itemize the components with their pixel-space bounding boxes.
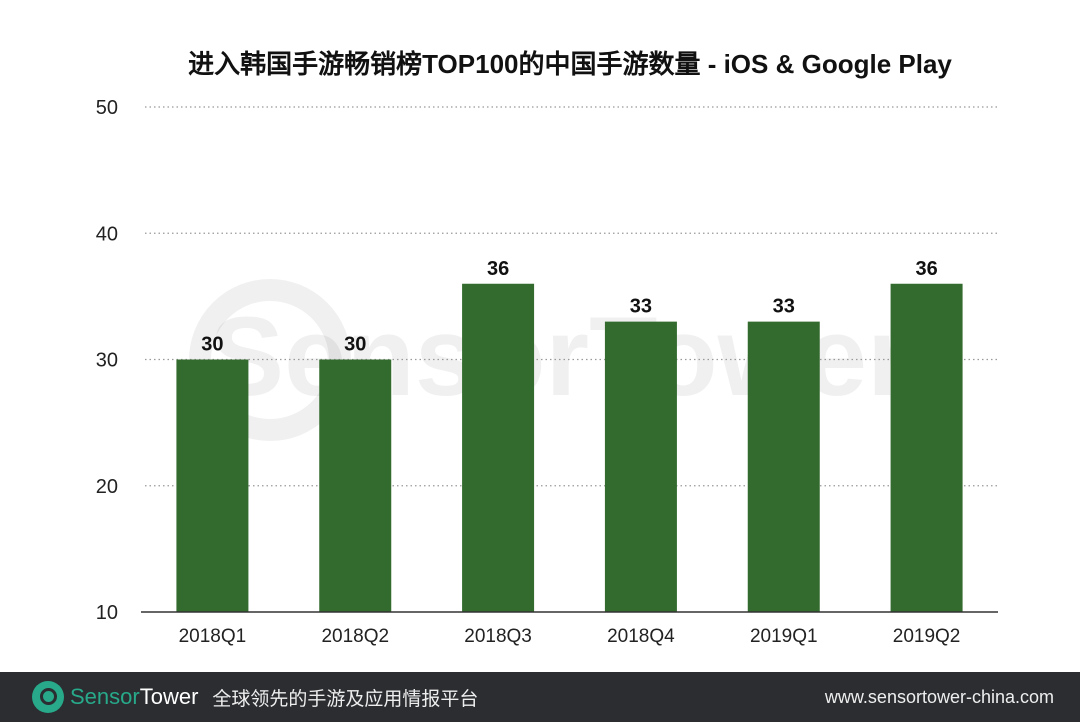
brand-name: SensorTower bbox=[70, 684, 198, 710]
x-tick-label: 2018Q4 bbox=[607, 626, 675, 647]
tagline: 全球领先的手游及应用情报平台 bbox=[212, 688, 479, 710]
x-tick-label: 2018Q2 bbox=[321, 626, 389, 647]
y-tick-label: 50 bbox=[96, 97, 118, 119]
bar bbox=[747, 321, 820, 612]
bar bbox=[890, 283, 963, 612]
y-tick-label: 30 bbox=[96, 350, 118, 372]
chart-title: 进入韩国手游畅销榜TOP100的中国手游数量 - iOS & Google Pl… bbox=[188, 49, 952, 79]
bar bbox=[604, 321, 677, 612]
x-tick-label: 2018Q3 bbox=[464, 626, 532, 647]
x-tick-label: 2018Q1 bbox=[179, 626, 247, 647]
x-tick-label: 2019Q1 bbox=[750, 626, 818, 647]
brand-part1: Sensor bbox=[70, 684, 140, 709]
bar bbox=[462, 283, 535, 612]
x-tick-label: 2019Q2 bbox=[893, 626, 961, 647]
y-tick-label: 10 bbox=[96, 602, 118, 624]
brand-part2: Tower bbox=[139, 684, 199, 709]
y-tick-label: 20 bbox=[96, 476, 118, 498]
data-label: 30 bbox=[201, 334, 223, 356]
data-label: 33 bbox=[773, 296, 795, 318]
data-label: 30 bbox=[344, 334, 366, 356]
footer: SensorTower 全球领先的手游及应用情报平台 www.sensortow… bbox=[0, 672, 1080, 722]
bar bbox=[319, 359, 392, 612]
data-label: 36 bbox=[487, 258, 509, 280]
sensortower-logo-icon bbox=[32, 681, 64, 713]
bar bbox=[176, 359, 249, 612]
data-label: 33 bbox=[630, 296, 652, 318]
data-label: 36 bbox=[915, 258, 937, 280]
website-link[interactable]: www.sensortower-china.com bbox=[824, 686, 1054, 707]
y-tick-label: 40 bbox=[96, 223, 118, 245]
